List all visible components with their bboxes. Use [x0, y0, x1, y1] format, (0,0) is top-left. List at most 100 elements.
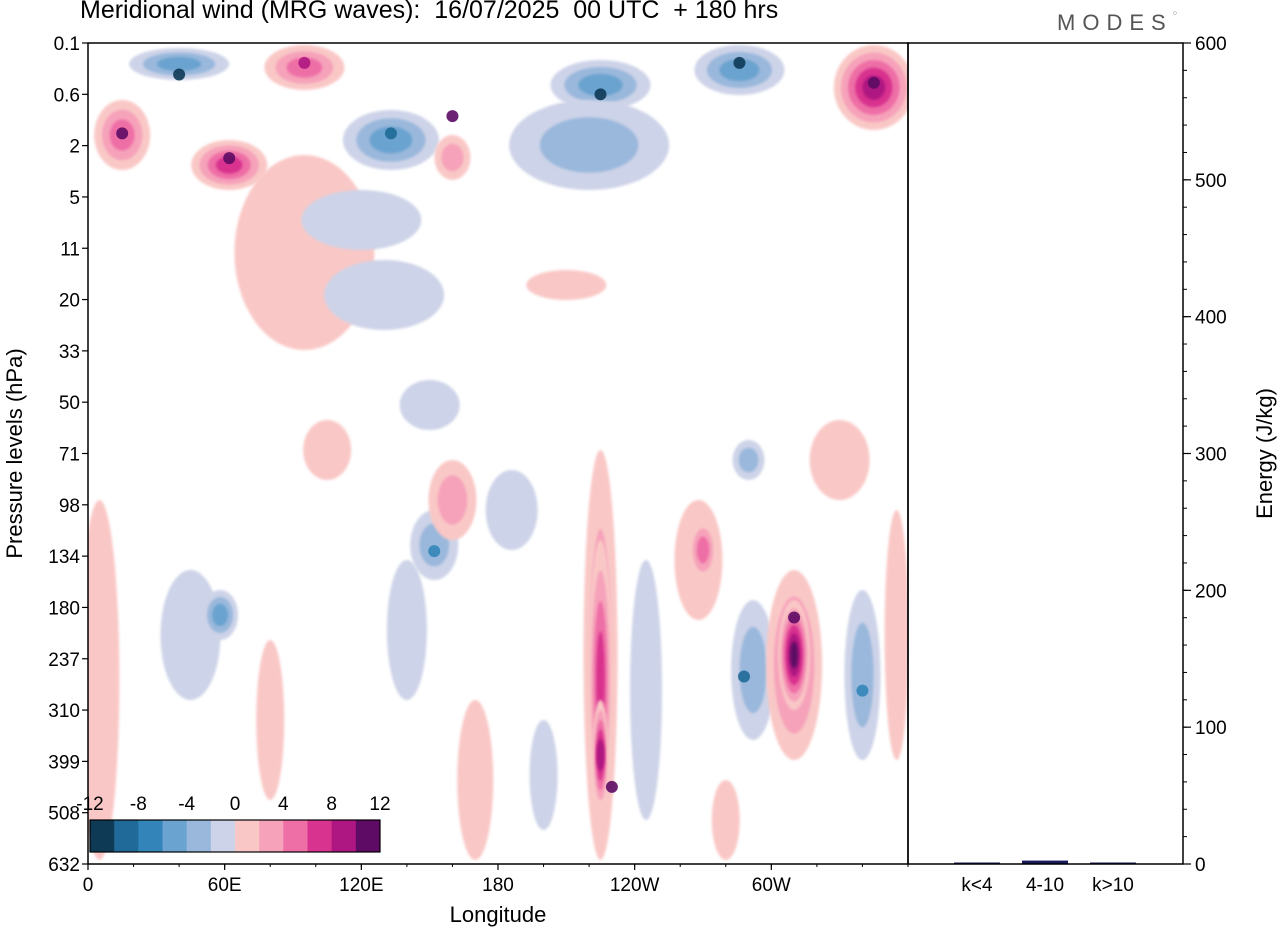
colorbar-swatch	[331, 820, 357, 852]
colorbar-label: 12	[369, 794, 390, 815]
heatmap-feature	[738, 670, 750, 683]
heatmap-contour	[399, 380, 460, 430]
energy-tick-label: 400	[1195, 308, 1227, 329]
y-tick-label: 237	[48, 650, 80, 671]
heatmap-contour	[630, 560, 663, 820]
chart-title: Meridional wind (MRG waves): 16/07/2025 …	[80, 0, 779, 24]
heatmap-contour	[212, 603, 229, 627]
colorbar-label: -8	[130, 794, 147, 815]
heatmap-contour	[457, 700, 494, 860]
heatmap-contour	[738, 447, 759, 473]
heatmap-contour	[88, 500, 120, 860]
colorbar-swatch	[283, 820, 308, 852]
heatmap-contour	[441, 143, 464, 172]
y-tick-label: 5	[69, 188, 80, 209]
colorbar-swatch	[138, 820, 163, 852]
x-axis-label: Longitude	[450, 902, 547, 927]
colorbar-label: 4	[278, 794, 289, 815]
heatmap-feature	[856, 684, 869, 697]
colorbar-swatch	[114, 820, 139, 852]
y-tick-label: 20	[59, 291, 80, 312]
colorbar-swatch	[162, 820, 188, 852]
heatmap-contour	[711, 780, 740, 860]
heatmap-feature	[298, 56, 311, 69]
y-tick-label: 180	[48, 598, 80, 619]
heatmap-contour	[719, 58, 760, 82]
x-tick-label: 0	[83, 875, 94, 896]
x-tick-label: 60E	[208, 875, 242, 896]
heatmap-contour	[156, 56, 202, 72]
axes: 0.1 0.6 2 5 11 20 33 50 71 98 134 180 237 310 399 508 63…	[2, 34, 1277, 927]
heatmap-feature	[223, 152, 236, 165]
colorbar-label: -12	[76, 794, 103, 815]
heatmap-feature	[594, 88, 607, 101]
heatmap-contour	[596, 739, 605, 771]
energy-category-label: k>10	[1092, 875, 1134, 896]
heatmap-contour	[809, 420, 870, 500]
energy-tick-label: 500	[1195, 171, 1227, 192]
colorbar-swatch	[186, 820, 212, 852]
y-tick-label: 11	[60, 239, 80, 260]
x-tick-label: 120E	[339, 875, 383, 896]
heatmap-feature	[173, 68, 186, 81]
heatmap-contour	[539, 117, 639, 173]
y-tick-label: 0.1	[54, 34, 80, 55]
colorbar-swatch	[307, 820, 333, 852]
energy-tick-label: 300	[1195, 445, 1227, 466]
colorbar-swatch	[259, 820, 284, 852]
energy-axis-label: Energy (J/kg)	[1252, 388, 1277, 519]
y-tick-label: 134	[48, 547, 80, 568]
heatmap-feature	[788, 611, 801, 624]
x-tick-label: 180	[482, 875, 514, 896]
y-tick-label: 71	[59, 445, 80, 466]
heatmap-contour	[884, 510, 908, 760]
y-tick-label: 632	[48, 855, 80, 876]
heatmap-contour	[529, 720, 558, 830]
y-tick-label: 33	[59, 342, 80, 363]
heatmap-contour	[790, 641, 799, 669]
heatmap-contour	[485, 470, 538, 550]
heatmap-contour	[739, 626, 767, 714]
colorbar-label: 8	[326, 794, 337, 815]
heatmap-feature	[428, 545, 441, 558]
heatmap-contour	[324, 260, 445, 330]
heatmap-plot	[88, 45, 908, 860]
heatmap-feature	[605, 780, 618, 793]
energy-tick-label: 200	[1195, 581, 1227, 602]
colorbar-swatch	[90, 820, 115, 852]
colorbar-frame	[89, 819, 381, 853]
x-tick-label: 60W	[752, 875, 791, 896]
heatmap-contour	[301, 190, 422, 250]
heatmap-contour	[851, 622, 874, 728]
y-tick-label: 508	[48, 804, 80, 825]
heatmap-contour	[526, 270, 607, 300]
heatmap-feature	[116, 127, 129, 140]
heatmap-feature	[733, 56, 746, 69]
y-axis-label: Pressure levels (hPa)	[2, 348, 27, 558]
energy-bar	[1022, 860, 1068, 864]
colorbar-label: 0	[230, 794, 241, 815]
energy-category-label: 4-10	[1026, 875, 1064, 896]
heatmap-feature	[446, 110, 459, 123]
colorbar-swatch	[210, 820, 236, 852]
y-tick-label: 2	[69, 137, 80, 158]
heatmap-contour	[437, 475, 468, 525]
colorbar-swatch	[355, 820, 381, 852]
heatmap-contour	[369, 126, 413, 154]
heatmap-feature	[384, 127, 397, 140]
energy-tick-label: 600	[1195, 34, 1227, 55]
y-tick-label: 98	[59, 496, 80, 517]
y-tick-label: 399	[48, 752, 80, 773]
heatmap-contour	[578, 73, 623, 97]
heatmap-feature	[867, 76, 880, 89]
heatmap-contour	[696, 536, 710, 564]
colorbar: -12 -8 -4 0 4 8 12	[76, 794, 391, 853]
heatmap-contour	[386, 560, 427, 700]
energy-category-label: k<4	[961, 875, 993, 896]
energy-tick-label: 0	[1195, 855, 1206, 876]
bar-frame	[907, 42, 1184, 865]
heatmap-contour	[216, 156, 243, 174]
y-tick-label: 310	[48, 701, 80, 722]
heatmap-contour	[256, 640, 285, 800]
